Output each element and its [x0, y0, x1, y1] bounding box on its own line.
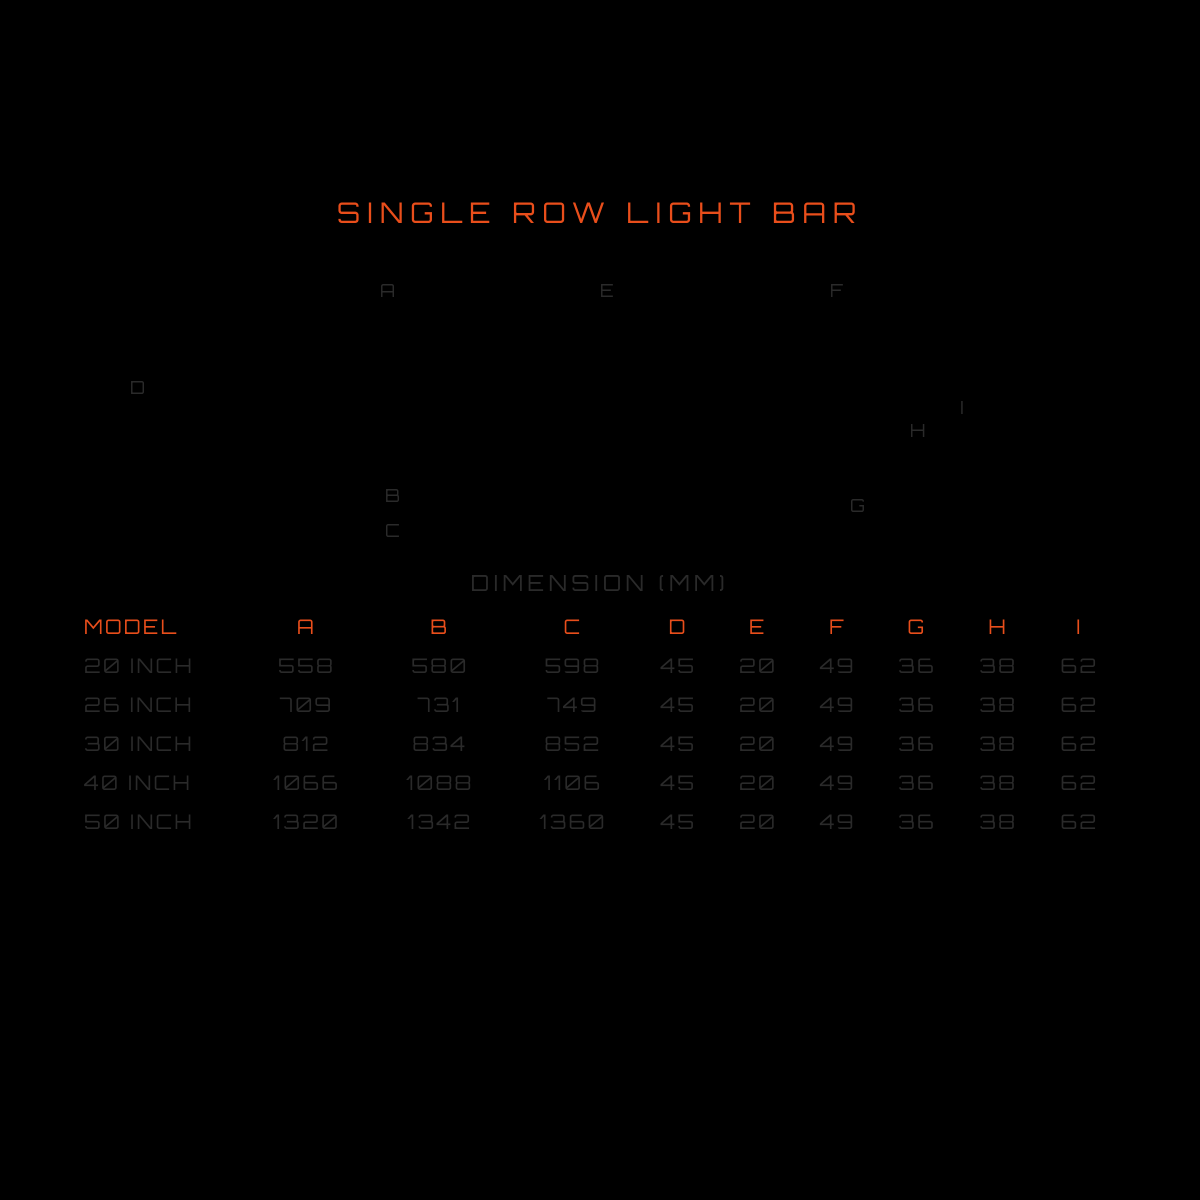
header-col: I	[1039, 607, 1120, 646]
header-col: C	[507, 607, 640, 646]
cell-value: 45	[639, 763, 717, 802]
cell-value: 45	[639, 802, 717, 841]
header-col: A	[240, 607, 373, 646]
cell-value: 598	[507, 646, 640, 685]
cell-value: 45	[639, 724, 717, 763]
cell-value: 62	[1039, 685, 1120, 724]
cell-value: 812	[240, 724, 373, 763]
cell-value: 20	[717, 802, 799, 841]
dimension-table: MODEL A B C D E F G H I 20 INCH558580598…	[80, 607, 1120, 841]
cell-value: 731	[373, 685, 507, 724]
cell-value: 62	[1039, 802, 1120, 841]
cell-value: 36	[877, 646, 958, 685]
table-row: 26 INCH709731749452049363862	[80, 685, 1120, 724]
cell-value: 49	[799, 763, 877, 802]
cell-model: 30 INCH	[80, 724, 240, 763]
dimension-diagram: A E F D I H B G C	[80, 270, 1120, 550]
cell-value: 62	[1039, 646, 1120, 685]
diagram-label-e: E	[600, 280, 616, 302]
cell-value: 45	[639, 685, 717, 724]
cell-model: 20 INCH	[80, 646, 240, 685]
cell-model: 50 INCH	[80, 802, 240, 841]
cell-value: 1342	[373, 802, 507, 841]
cell-value: 62	[1039, 724, 1120, 763]
cell-value: 1088	[373, 763, 507, 802]
cell-value: 36	[877, 724, 958, 763]
diagram-label-b: B	[385, 485, 402, 507]
cell-value: 20	[717, 763, 799, 802]
cell-value: 20	[717, 685, 799, 724]
cell-value: 38	[958, 685, 1039, 724]
header-col: F	[799, 607, 877, 646]
table-row: 40 INCH106610881106452049363862	[80, 763, 1120, 802]
cell-value: 1360	[507, 802, 640, 841]
cell-value: 1320	[240, 802, 373, 841]
header-col: D	[639, 607, 717, 646]
dimension-table-section: DIMENSION (MM) MODEL A B C D E F G H I 2…	[80, 570, 1120, 841]
cell-value: 38	[958, 763, 1039, 802]
cell-value: 709	[240, 685, 373, 724]
cell-value: 20	[717, 646, 799, 685]
cell-value: 38	[958, 724, 1039, 763]
table-row: 50 INCH132013421360452049363862	[80, 802, 1120, 841]
cell-value: 36	[877, 763, 958, 802]
header-col: G	[877, 607, 958, 646]
dimension-subtitle: DIMENSION (MM)	[80, 570, 1120, 597]
table-header-row: MODEL A B C D E F G H I	[80, 607, 1120, 646]
cell-value: 1106	[507, 763, 640, 802]
page-title: SINGLE ROW LIGHT BAR	[0, 195, 1200, 230]
cell-value: 49	[799, 685, 877, 724]
table-row: 20 INCH558580598452049363862	[80, 646, 1120, 685]
cell-value: 62	[1039, 763, 1120, 802]
cell-model: 26 INCH	[80, 685, 240, 724]
cell-value: 580	[373, 646, 507, 685]
cell-value: 38	[958, 646, 1039, 685]
diagram-label-d: D	[130, 377, 147, 399]
cell-model: 40 INCH	[80, 763, 240, 802]
cell-value: 49	[799, 724, 877, 763]
cell-value: 852	[507, 724, 640, 763]
cell-value: 558	[240, 646, 373, 685]
cell-value: 834	[373, 724, 507, 763]
header-model: MODEL	[80, 607, 240, 646]
table-row: 30 INCH812834852452049363862	[80, 724, 1120, 763]
cell-value: 38	[958, 802, 1039, 841]
cell-value: 36	[877, 802, 958, 841]
cell-value: 49	[799, 802, 877, 841]
header-col: E	[717, 607, 799, 646]
header-col: H	[958, 607, 1039, 646]
cell-value: 20	[717, 724, 799, 763]
cell-value: 749	[507, 685, 640, 724]
diagram-label-i: I	[960, 397, 966, 419]
diagram-label-c: C	[385, 520, 402, 542]
diagram-label-h: H	[910, 420, 927, 442]
cell-value: 1066	[240, 763, 373, 802]
cell-value: 45	[639, 646, 717, 685]
diagram-label-a: A	[380, 280, 397, 302]
diagram-label-f: F	[830, 280, 845, 302]
header-col: B	[373, 607, 507, 646]
diagram-label-g: G	[850, 495, 867, 517]
cell-value: 36	[877, 685, 958, 724]
cell-value: 49	[799, 646, 877, 685]
